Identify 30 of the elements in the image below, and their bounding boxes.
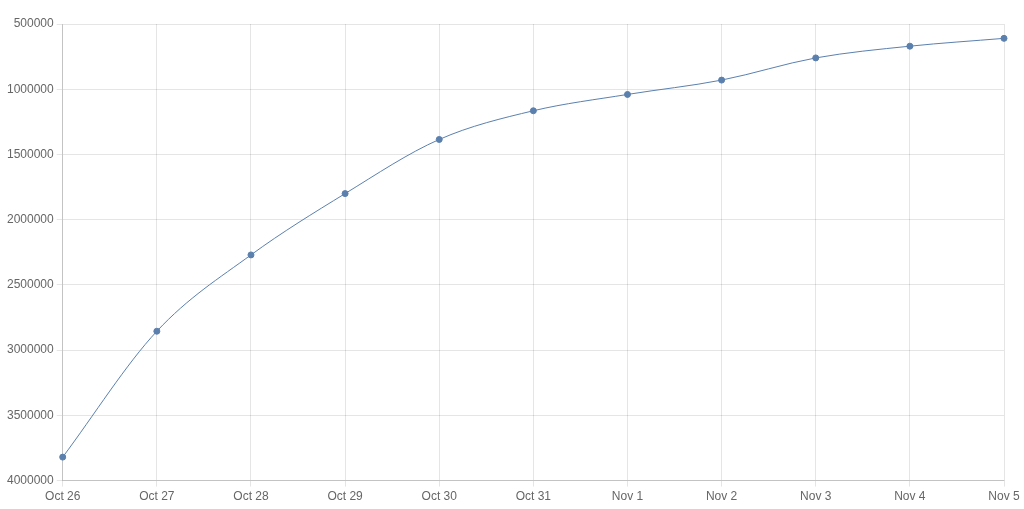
y-tick-label: 500000 bbox=[13, 16, 55, 31]
y-tick-label: 3000000 bbox=[7, 342, 55, 357]
point bbox=[247, 251, 255, 259]
x-tick-label: Nov 1 bbox=[611, 489, 644, 504]
y-tick-label: 3500000 bbox=[7, 407, 55, 422]
x-tick-label: Oct 27 bbox=[139, 489, 175, 504]
point bbox=[906, 42, 914, 50]
point bbox=[341, 190, 349, 198]
x-tick-label: Nov 3 bbox=[800, 489, 832, 504]
y-tick-label: 2500000 bbox=[7, 277, 55, 292]
point bbox=[718, 76, 726, 84]
x-tick-label: Oct 30 bbox=[421, 489, 458, 504]
point bbox=[435, 135, 443, 143]
point bbox=[1000, 34, 1008, 42]
x-tick-label: Oct 26 bbox=[45, 489, 81, 504]
x-tick-label: Nov 2 bbox=[705, 489, 738, 504]
y-tick-label: 4000000 bbox=[7, 472, 55, 487]
x-tick-label: Nov 5 bbox=[988, 489, 1020, 504]
x-tick-label: Oct 31 bbox=[515, 489, 552, 504]
x-tick-label: Oct 29 bbox=[327, 489, 364, 504]
point bbox=[59, 453, 67, 461]
y-tick-label: 1000000 bbox=[7, 81, 55, 96]
point bbox=[153, 327, 161, 335]
point bbox=[529, 107, 537, 115]
x-tick-label: Oct 28 bbox=[233, 489, 269, 504]
point bbox=[623, 90, 631, 98]
x-tick-label: Nov 4 bbox=[894, 489, 926, 504]
y-tick-label: 2000000 bbox=[7, 212, 55, 226]
y-tick-label: 1500000 bbox=[7, 146, 55, 161]
point bbox=[812, 54, 820, 62]
